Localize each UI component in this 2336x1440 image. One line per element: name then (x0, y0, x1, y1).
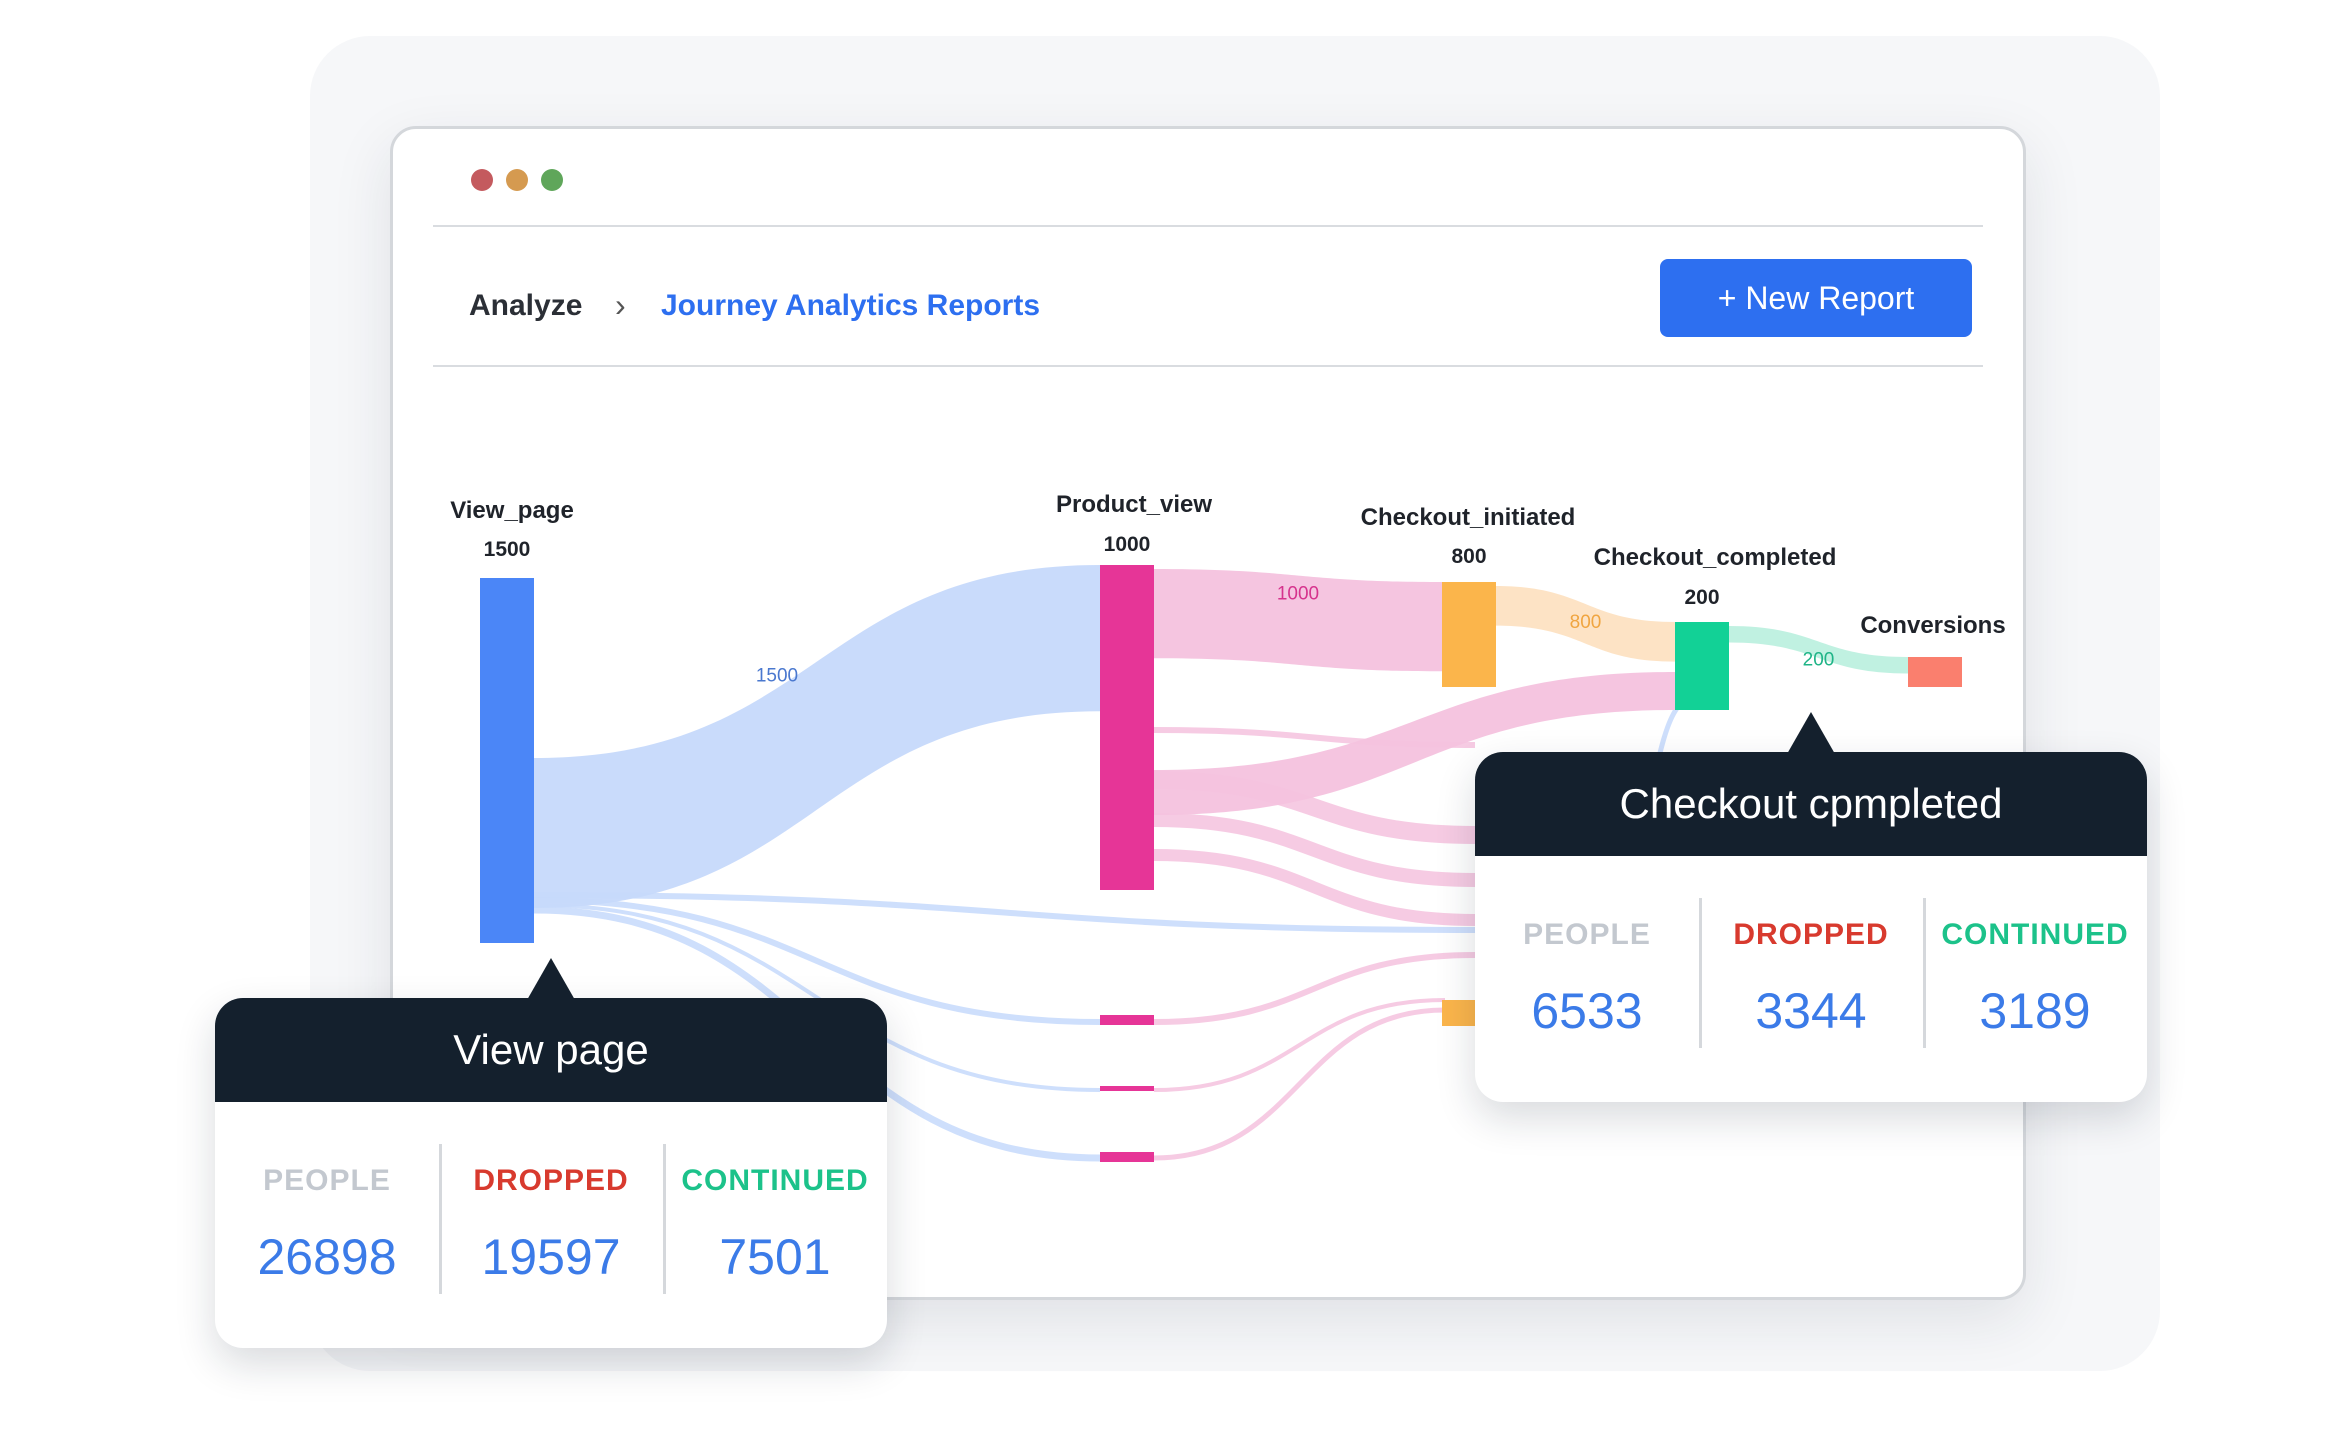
new-report-button[interactable]: + New Report (1660, 259, 1972, 337)
flow-value-label: 800 (1570, 612, 1602, 633)
tooltip-pointer (1787, 712, 1835, 754)
minimize-dot[interactable] (506, 169, 528, 191)
flow-checkout_completed-to-conversions (1729, 626, 1908, 674)
people-stat: PEOPLE 26898 (215, 1164, 439, 1286)
flow-product_view-to-checkout_initiated (1154, 569, 1442, 672)
divider (433, 365, 1983, 367)
breadcrumb-journey-analytics-reports[interactable]: Journey Analytics Reports (661, 289, 1040, 322)
tooltip-pointer (527, 958, 575, 1000)
node-checkout_completed (1675, 622, 1729, 710)
minor-flow (533, 892, 1476, 933)
divider (433, 225, 1983, 227)
minor-flow (1153, 952, 1476, 1025)
node-value: 1500 (484, 538, 531, 561)
dropped-label: DROPPED (473, 1164, 629, 1197)
node-label: Checkout_initiated (1361, 504, 1576, 531)
continued-stat: CONTINUED 7501 (663, 1144, 887, 1294)
minor-flow (1153, 849, 1476, 926)
tooltip-title: View page (215, 998, 887, 1102)
node-value: 200 (1684, 586, 1719, 609)
continued-stat: CONTINUED 3189 (1923, 898, 2147, 1048)
node-conversions (1908, 657, 1962, 687)
node-label: Checkout_completed (1594, 544, 1837, 571)
continued-value: 7501 (719, 1229, 831, 1285)
people-label: PEOPLE (1523, 918, 1651, 951)
people-value: 6533 (1531, 983, 1643, 1039)
node-product_view (1100, 565, 1154, 890)
continued-label: CONTINUED (681, 1164, 869, 1197)
flow-product-view-to-checkout-completed (1154, 672, 1675, 815)
continued-label: CONTINUED (1941, 918, 2129, 951)
people-value: 26898 (257, 1229, 397, 1285)
dropped-value: 19597 (481, 1229, 621, 1285)
minor-node (1100, 1086, 1154, 1091)
flow-checkout_initiated-to-checkout_completed (1496, 586, 1675, 662)
node-label: View_page (450, 497, 574, 524)
chevron-right-icon: › (615, 287, 626, 323)
node-value: 1000 (1104, 533, 1151, 556)
close-dot[interactable] (471, 169, 493, 191)
dropped-stat: DROPPED 19597 (439, 1144, 663, 1294)
node-checkout_initiated (1442, 582, 1496, 687)
people-stat: PEOPLE 6533 (1475, 918, 1699, 1040)
minor-flow (1153, 1007, 1446, 1161)
minor-flow (1153, 998, 1446, 1092)
flow-value-label: 1000 (1277, 584, 1319, 605)
dropped-label: DROPPED (1733, 918, 1889, 951)
node-label: Product_view (1056, 491, 1212, 518)
minor-flow (533, 897, 1101, 1025)
node-view_page (480, 578, 534, 943)
flow-value-label: 200 (1803, 650, 1835, 671)
minor-node (1100, 1152, 1154, 1162)
node-label: Conversions (1860, 612, 2005, 639)
checkout-completed-tooltip: Checkout cpmpleted PEOPLE 6533 DROPPED 3… (1475, 712, 2147, 1102)
minor-flow (533, 903, 1101, 1092)
flow-value-label: 1500 (756, 666, 798, 687)
view-page-tooltip: View page PEOPLE 26898 DROPPED 19597 CON… (215, 958, 887, 1348)
dropped-value: 3344 (1755, 983, 1867, 1039)
sankey-labels: 1500 1000 800 200 View_page 1500 Product_view 1… (450, 491, 2006, 687)
sankey-nodes (480, 565, 1962, 1162)
maximize-dot[interactable] (541, 169, 563, 191)
flow-view_page-to-product_view (534, 565, 1100, 908)
continued-value: 3189 (1979, 983, 2091, 1039)
breadcrumb-analyze[interactable]: Analyze (469, 289, 583, 322)
people-label: PEOPLE (263, 1164, 391, 1197)
minor-node (1100, 1015, 1154, 1025)
main-flow-links (534, 565, 1908, 908)
node-value: 800 (1451, 545, 1486, 568)
minor-flow (1153, 813, 1476, 887)
window-controls (471, 169, 563, 191)
tooltip-title: Checkout cpmpleted (1475, 752, 2147, 856)
dropped-stat: DROPPED 3344 (1699, 898, 1923, 1048)
